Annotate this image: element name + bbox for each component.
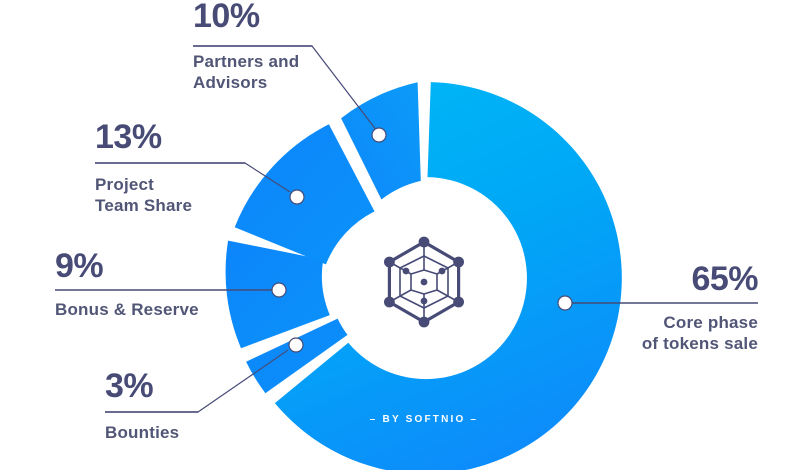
label-partners-advisors-line2: Advisors bbox=[193, 73, 267, 92]
slice-bounties[interactable] bbox=[246, 318, 348, 394]
marker-bonus-reserve bbox=[271, 282, 287, 298]
label-core-phase-line1: Core phase bbox=[663, 313, 758, 332]
callout-bounties[interactable]: 3% Bounties bbox=[105, 337, 304, 442]
label-project-team-share-line2: Team Share bbox=[95, 196, 192, 215]
marker-partners-advisors bbox=[371, 127, 387, 143]
label-core-phase-line2: of tokens sale bbox=[642, 334, 758, 353]
callout-bonus-reserve[interactable]: 9% Bonus & Reserve bbox=[55, 247, 287, 319]
slice-core-phase[interactable] bbox=[274, 82, 622, 470]
label-bonus-reserve-line1: Bonus & Reserve bbox=[55, 300, 199, 319]
percent-bounties: 3% bbox=[105, 367, 153, 405]
callout-core-phase[interactable]: 65% Core phase of tokens sale bbox=[557, 260, 759, 353]
slice-project-team-share[interactable] bbox=[234, 124, 375, 265]
percent-project-team-share: 13% bbox=[95, 118, 162, 156]
label-project-team-share-line1: Project bbox=[95, 175, 154, 194]
brand-caption: – BY SOFTNIO – bbox=[370, 414, 478, 425]
marker-core-phase bbox=[557, 295, 573, 311]
percent-bonus-reserve: 9% bbox=[55, 247, 103, 285]
donut-slices bbox=[225, 82, 622, 470]
marker-bounties bbox=[288, 337, 304, 353]
hexagon-network-logo bbox=[384, 236, 464, 328]
callout-project-team-share[interactable]: 13% Project Team Share bbox=[95, 118, 305, 215]
label-partners-advisors-line1: Partners and bbox=[193, 52, 299, 71]
callout-partners-advisors[interactable]: 10% Partners and Advisors bbox=[193, 0, 387, 143]
percent-partners-advisors: 10% bbox=[193, 0, 260, 35]
label-bounties-line1: Bounties bbox=[105, 423, 179, 442]
marker-project-team-share bbox=[289, 189, 305, 205]
percent-core-phase: 65% bbox=[691, 260, 758, 298]
